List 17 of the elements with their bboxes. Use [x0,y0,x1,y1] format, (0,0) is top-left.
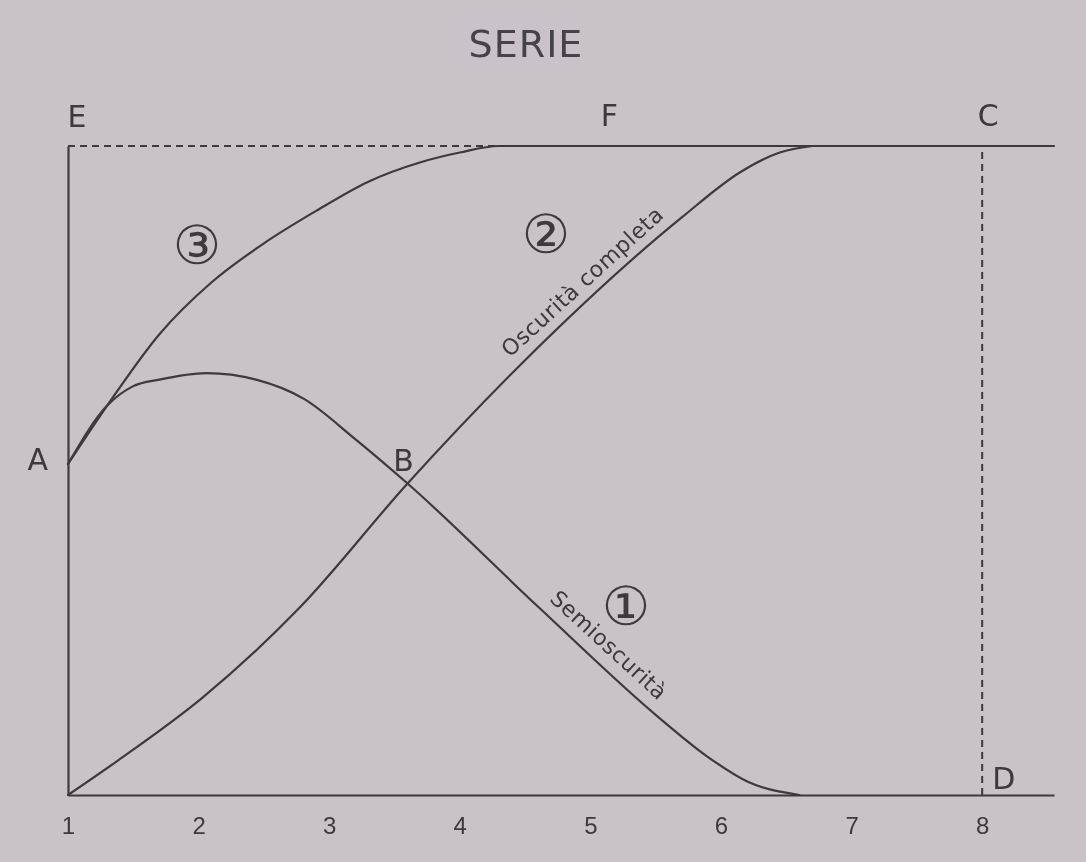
annotation: D [992,761,1016,796]
chart-title: SERIE [468,22,584,66]
annotation: ③ [172,213,222,277]
annotation: B [393,443,414,479]
x-tick-label: 1 [61,812,76,840]
x-tick-label: 8 [975,812,990,840]
x-tick-label: 7 [845,812,859,840]
x-tick-label: 5 [584,812,598,840]
annotation: A [27,442,49,478]
x-tick-label: 2 [192,812,206,840]
text: E [67,98,87,134]
annotation: C [977,98,999,133]
annotation: F [600,98,619,133]
annotation: ② [521,202,571,266]
x-tick-label: 4 [453,812,467,840]
x-tick-label: 3 [323,812,337,840]
x-tick-label: 6 [714,812,729,840]
